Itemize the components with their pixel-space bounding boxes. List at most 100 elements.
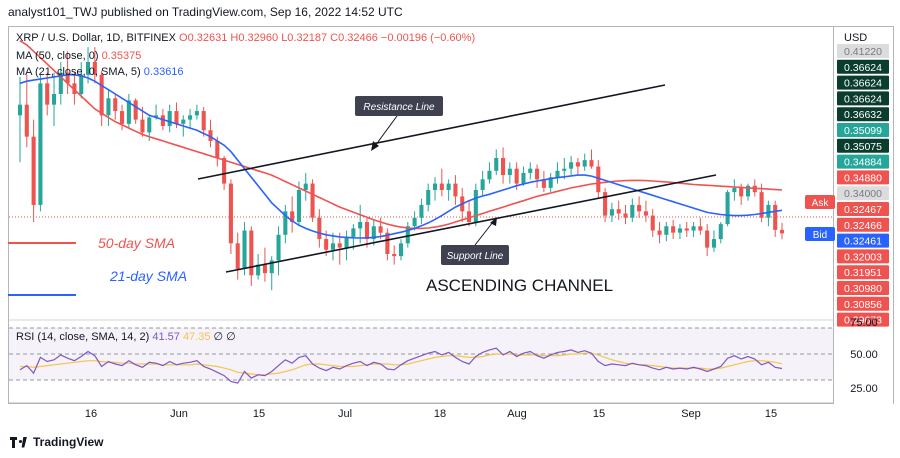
candle-body — [405, 226, 410, 244]
legend-rsi-value: 41.57 — [152, 331, 180, 343]
candle-body — [555, 170, 560, 178]
candle-body — [705, 230, 710, 248]
ma50-line — [19, 40, 783, 230]
sma21-legend-label: 21-day SMA — [109, 268, 187, 284]
resistance-pointer — [374, 115, 398, 147]
ask-tag — [805, 195, 835, 209]
price-scale-panel — [834, 26, 894, 404]
price-label: 0.36624 — [844, 78, 882, 90]
legend-high: H0.32960 — [230, 32, 279, 44]
price-label: 0.30980 — [844, 283, 882, 295]
candle-body — [487, 170, 492, 180]
candle-body — [453, 183, 458, 197]
candle-body — [562, 168, 567, 171]
candle-body — [160, 115, 165, 126]
price-tag — [837, 281, 889, 295]
candles-layer — [17, 47, 785, 291]
candle-body — [344, 236, 349, 248]
candle-body — [85, 62, 91, 75]
price-label: 0.35099 — [844, 125, 882, 137]
candle-body — [283, 211, 288, 235]
candle-body — [766, 204, 771, 218]
candle-body — [494, 158, 499, 171]
candle-body — [45, 83, 50, 105]
candle-body — [671, 226, 676, 233]
candle-body — [364, 222, 370, 240]
candle-body — [521, 172, 526, 184]
candle-body — [65, 72, 70, 84]
price-tag — [837, 170, 889, 185]
candle-body — [31, 136, 36, 205]
price-label: 0.36624 — [844, 93, 882, 105]
candle-body — [466, 211, 472, 222]
candle-body — [718, 224, 723, 240]
candle-body — [92, 62, 97, 75]
brand-label: TradingView — [33, 435, 104, 449]
candle-body — [58, 72, 63, 94]
legend-change: −0.00196 (−0.60%) — [380, 32, 476, 44]
currency-label: USD — [844, 32, 867, 44]
ask-label: Ask — [812, 198, 830, 209]
time-axis-label: 18 — [434, 408, 446, 420]
candle-body — [228, 183, 233, 244]
legend-ma21[interactable]: MA (21, close, 0, SMA, 5) 0.33616 — [16, 66, 184, 78]
time-axis-label: 16 — [85, 408, 97, 420]
candle-body — [371, 226, 376, 240]
candle-body — [677, 228, 682, 233]
candle-body — [501, 158, 506, 176]
candle-body — [439, 183, 444, 190]
legend-rsi[interactable]: RSI (14, close, SMA, 14, 2) 41.57 47.35 … — [16, 330, 236, 343]
resistance-label-box — [355, 96, 443, 116]
price-label: 0.36624 — [844, 62, 882, 74]
price-tag — [837, 249, 889, 264]
tradingview-brand[interactable]: TradingView — [10, 435, 103, 449]
candle-body — [310, 183, 315, 218]
rsi-scale-label: 75.00 — [850, 317, 878, 329]
price-label: 0.35075 — [844, 141, 882, 153]
candle-body — [174, 111, 179, 124]
price-label: 0.34884 — [844, 157, 882, 169]
price-tag — [837, 296, 889, 311]
time-axis-label: 15 — [593, 408, 605, 420]
price-tag — [837, 233, 889, 248]
candle-body — [51, 94, 57, 105]
time-axis-label: Jul — [338, 408, 352, 420]
candle-body — [623, 213, 628, 218]
candle-body — [392, 254, 397, 257]
candle-body — [446, 183, 451, 190]
candle-body — [303, 183, 308, 190]
candle-body — [296, 190, 301, 222]
candle-body — [24, 104, 29, 137]
time-axis-label: 15 — [253, 408, 265, 420]
support-arrowhead — [490, 217, 497, 226]
time-axis-label: Sep — [681, 408, 701, 420]
candle-body — [691, 226, 696, 231]
channel-label: ASCENDING CHANNEL — [426, 276, 613, 295]
candle-body — [113, 98, 118, 112]
candle-body — [657, 230, 662, 235]
candle-body — [79, 74, 84, 94]
price-label: 0.32466 — [844, 220, 882, 232]
candle-body — [745, 185, 751, 197]
candle-body — [711, 239, 717, 248]
price-label: 0.31951 — [844, 267, 882, 279]
legend-low: L0.32187 — [281, 32, 328, 44]
candle-body — [528, 168, 533, 173]
legend-ma50[interactable]: MA (50, close, 0) 0.35375 — [16, 50, 141, 62]
candle-body — [215, 140, 220, 158]
support-pointer — [474, 221, 494, 246]
support-label-box — [441, 245, 509, 265]
candle-body — [330, 243, 336, 250]
price-labels-layer: 0.41220 0.36624 0.36624 0.36624 0.36632 0.350… — [837, 44, 889, 327]
candle-body — [603, 192, 608, 216]
candle-body — [398, 243, 404, 257]
price-label: 0.32461 — [844, 236, 882, 248]
candle-body — [324, 239, 329, 250]
candle-body — [235, 243, 240, 269]
candle-body — [759, 192, 764, 218]
candle-body — [242, 230, 247, 269]
legend-open: O0.32631 — [179, 32, 228, 44]
price-tag — [837, 186, 889, 201]
candle-body — [106, 98, 111, 116]
